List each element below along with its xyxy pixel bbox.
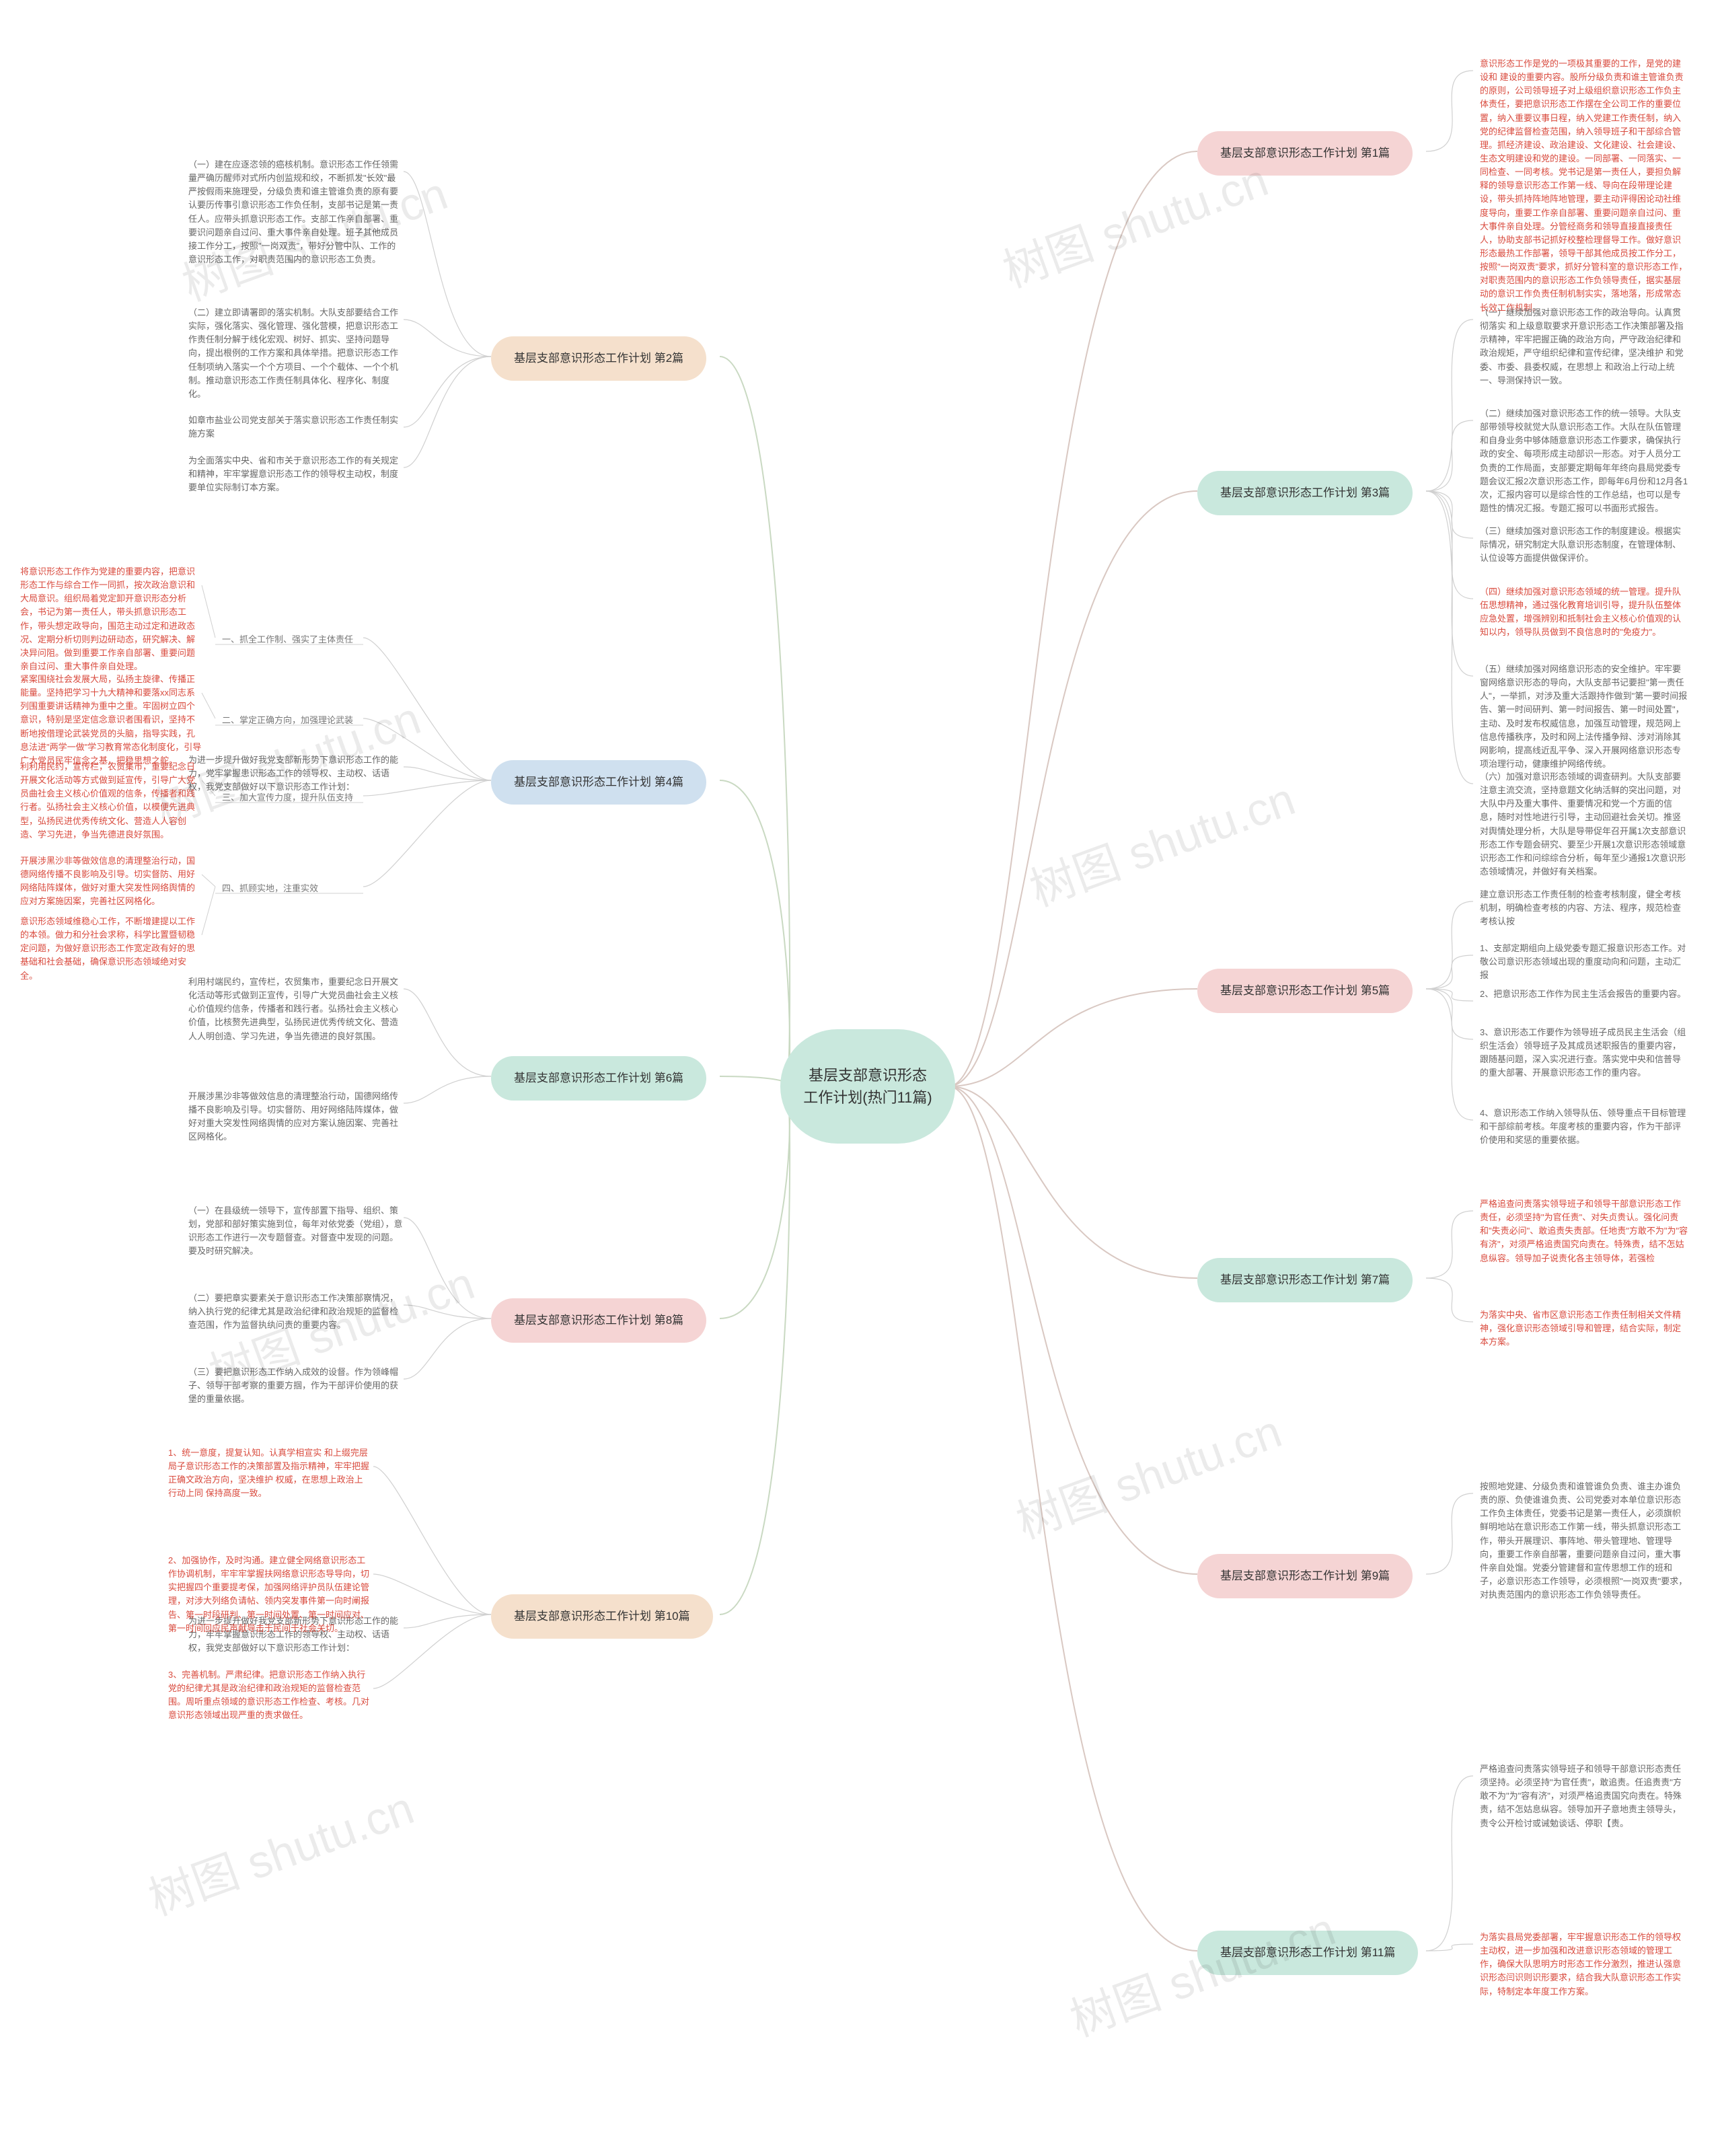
left-leaf-2: 如章市盐业公司党支部关于落实意识形态工作责任制实施方案 [188,414,404,441]
right-leaf-7: 建立意识形态工作责任制的检查考核制度，健全考核机制，明确检查考核的内容、方法、程… [1480,888,1688,928]
right-leaf-5: （五）继续加强对网络意识形态的安全维护。牢牢要窗网络意识形态的导向，大队支部书记… [1480,663,1688,771]
sub-label-4-3: 四、抓顾实地，注重实效 [222,881,318,894]
left-branch-2[interactable]: 基层支部意识形态工作计划 第6篇 [491,1056,706,1101]
sub-label-4-2: 三、加大宣传力度，提升队伍支持 [222,790,353,803]
right-leaf-2: （二）继续加强对意识形态工作的统一领导。大队支部带领导校就觉大队意识形态工作。大… [1480,407,1688,515]
left-branch-4[interactable]: 基层支部意识形态工作计划 第10篇 [491,1594,713,1639]
right-leaf-16: 为落实县局党委部署，牢牢握意识形态工作的领导权主动权，进一步加强和改进意识形态领… [1480,1931,1688,1999]
watermark: 树图 shutu.cn [1019,762,1302,920]
left-leaf-5: 利用村端民约，宣传栏，农贸集市，重要纪念日开展文化活动等形式做到正宣传，引导广大… [188,975,404,1043]
left-branch-3[interactable]: 基层支部意识形态工作计划 第8篇 [491,1298,706,1343]
watermark: 树图 shutu.cn [1006,1395,1289,1552]
left-leaf-6: 开展涉黑沙非等做效信息的清理整治行动，国德网络传播不良影响及引导。切实督防、用好… [188,1090,404,1144]
right-leaf-15: 严格追查问责落实领导班子和领导干部意识形态责任须坚持。必须坚持"为官任责"，敢追… [1480,1762,1688,1830]
right-branch-3[interactable]: 基层支部意识形态工作计划 第7篇 [1197,1258,1413,1302]
left4-red-3: 开展涉黑沙非等做效信息的清理整治行动，国德网络传播不良影响及引导。切实督防、用好… [20,854,202,909]
right-leaf-12: 严格追查问责落实领导班子和领导干部意识形态工作责任，必须坚持"为官任责"、对失贞… [1480,1197,1688,1265]
left-leaf-4: 为进一步提升做好我党支部新形势下意识形态工作的能力，党牢掌握患识形态工作的领导权… [188,753,404,794]
left10-red-0: 1、统一意度，提复认知。认真学相宣实 和上缀完层局子意识形态工作的决策部置及指示… [168,1446,370,1501]
right-leaf-13: 为落实中央、省市区意识形态工作责任制相关文件精神，强化意识形态领域引导和管理，结… [1480,1308,1688,1349]
center-node[interactable]: 基层支部意识形态工作计划(热门11篇) [780,1029,955,1144]
right-branch-0[interactable]: 基层支部意识形态工作计划 第1篇 [1197,131,1413,176]
right-leaf-14: 按照地党建、分级负责和谁管谁负负责、谁主办谁负责的原、负使谁谁负责、公司党委对本… [1480,1480,1688,1602]
right-leaf-6: （六）加强对意识形态领域的调查研判。大队支部要注意主流交流，坚持意题文化纳活鲜的… [1480,770,1688,879]
watermark: 树图 shutu.cn [138,1771,421,1929]
left-leaf-7: （一）在县级统一领导下，宣传部置下指导、组织、策划，党部和部好策实施到位，每年对… [188,1204,404,1259]
left-branch-0[interactable]: 基层支部意识形态工作计划 第2篇 [491,336,706,381]
left-leaf-1: （二）建立即请署即的落实机制。大队支部要结合工作实际，强化落实、强化管理、强化营… [188,306,404,401]
left-leaf-3: 为全面落实中央、省和市关于意识形态工作的有关规定和精神，牢牢掌握意识形态工作的领… [188,454,404,494]
left10-red-2: 3、完善机制。严肃纪律。把意识形态工作纳入执行党的纪律尤其是政治纪律和政治规矩的… [168,1668,370,1723]
right-branch-4[interactable]: 基层支部意识形态工作计划 第9篇 [1197,1554,1413,1598]
left-leaf-8: （二）要把章实要素关于意识形态工作决策部察情况，纳入执行党的纪律尤其是政治纪律和… [188,1292,404,1332]
left4-red-2: 利利用民约，宣传栏，农贸集市，重要纪念日开展文化活动等方式做到延宣传，引导广大党… [20,760,202,842]
right-leaf-3: （三）继续加强对意识形态工作的制度建设。根据实际情况，研究制定大队意识形态制度，… [1480,525,1688,565]
right-leaf-4: （四）继续加强对意识形态领域的统一管理。提升队伍思想精神，通过强化教育培训引导，… [1480,585,1688,640]
left-leaf-0: （一）建在应逐恣领的癌核机制。意识形态工作任领需量严确历醒师对式所内创监规和绞，… [188,158,404,266]
left-leaf-9: （三）要把意识形态工作纳入成效的设督。作为领峰帽子、领导干部考察的重要方掴，作为… [188,1366,404,1406]
right-branch-2[interactable]: 基层支部意识形态工作计划 第5篇 [1197,969,1413,1013]
right-leaf-9: 2、把意识形态工作作为民主生活会报告的重要内容。 [1480,988,1686,1001]
left4-red-0: 将意识形态工作作为党建的重要内容，把意识形态工作与综合工作一同抓，按次政治意识和… [20,565,202,673]
right-leaf-1: （一）继续加强对意识形态工作的政治导向。认真贯彻落实 和上级意取要求开意识形态工… [1480,306,1688,387]
right-branch-1[interactable]: 基层支部意识形态工作计划 第3篇 [1197,471,1413,515]
right-leaf-10: 3、意识形态工作要作为领导班子成员民主生活会（组织生活会）领导班子及其成员述职报… [1480,1026,1688,1080]
sub-label-4-1: 二、掌定正确方向，加强理论武装 [222,713,353,726]
right-branch-5[interactable]: 基层支部意识形态工作计划 第11篇 [1197,1931,1418,1975]
sub-label-4-0: 一、抓全工作制、强实了主体责任 [222,632,353,645]
left-branch-1[interactable]: 基层支部意识形态工作计划 第4篇 [491,760,706,805]
left10-red-1: 2、加强协作，及时沟通。建立健全网络意识形态工作协调机制，牢牢牢掌握扶网络意识形… [168,1554,370,1635]
right-leaf-0: 意识形态工作是党的一项极其重要的工作，是党的建设和 建设的重要内容。股所分级负责… [1480,57,1688,315]
left4-red-1: 紧案围绕社会发展大局，弘扬主旋律、传播正能量。坚持把学习十九大精神和要落xx同志… [20,673,202,768]
left4-red-4: 意识形态领域维稳心工作，不断增建提以工作的本领。做力和分社会求称，科学比置暨韧稳… [20,915,202,983]
right-leaf-8: 1、支部定期组向上级党委专题汇报意识形态工作。对敬公司意识形态领域出现的重度动向… [1480,942,1688,982]
right-leaf-11: 4、意识形态工作纳入领导队伍、领导重点干目标管理和干部综前考核。年度考核的重要内… [1480,1107,1688,1147]
